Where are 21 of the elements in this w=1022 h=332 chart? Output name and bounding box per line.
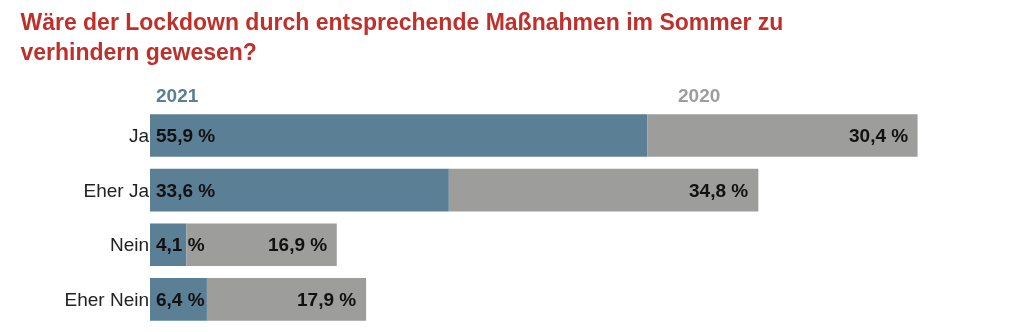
bar — [186, 223, 337, 267]
bar — [150, 168, 449, 212]
y-tick-label: Nein — [109, 234, 149, 256]
data-label: 6,4 % — [156, 289, 205, 310]
data-label: 16,9 % — [268, 234, 328, 255]
bar — [647, 114, 918, 157]
bar — [206, 278, 367, 321]
bar — [448, 168, 759, 212]
data-label: 17,9 % — [297, 289, 357, 310]
series-label: 2021 — [156, 85, 199, 106]
y-tick-label: Ja — [128, 125, 150, 147]
data-label: 55,9 % — [156, 125, 216, 146]
chart-title: Wäre der Lockdown durch entsprechende Maßnahmen im Sommer zu verhindern gewesen? — [20, 8, 784, 65]
data-label: 4,1 % — [156, 234, 205, 255]
data-label: 34,8 % — [689, 180, 749, 201]
series-label: 2020 — [678, 85, 721, 106]
y-tick-label: Eher Nein — [64, 289, 149, 311]
bar — [150, 114, 648, 157]
y-tick-label: Eher Ja — [83, 179, 150, 201]
data-label: 30,4 % — [849, 125, 909, 146]
data-label: 33,6 % — [156, 180, 216, 201]
